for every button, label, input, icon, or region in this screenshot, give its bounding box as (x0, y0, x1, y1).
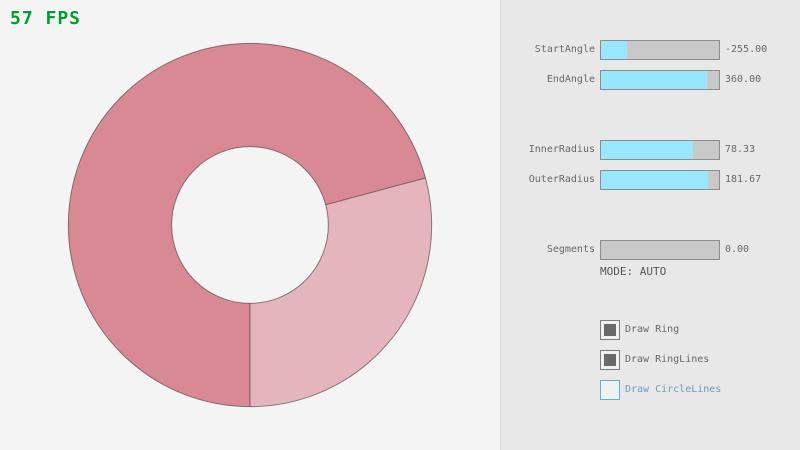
segments-label: Segments (546, 244, 595, 255)
start-angle-slider[interactable] (600, 40, 720, 60)
outer-radius-slider-fill (601, 171, 709, 189)
end-angle-value: 360.00 (725, 74, 762, 85)
draw-circlelines-checkbox-label: Draw CircleLines (625, 384, 722, 395)
draw-ringlines-checkbox-check (604, 354, 616, 366)
draw-ring-checkbox[interactable] (600, 320, 620, 340)
draw-ringlines-checkbox-label: Draw RingLines (625, 354, 710, 365)
segments-slider[interactable] (600, 240, 720, 260)
segments-value: 0.00 (725, 244, 750, 255)
fps-counter: 57 FPS (10, 8, 82, 29)
outer-radius-value: 181.67 (725, 174, 762, 185)
ring-light-region (250, 177, 432, 407)
inner-radius-slider-fill (601, 141, 694, 159)
outer-radius-slider[interactable] (600, 170, 720, 190)
inner-radius-slider[interactable] (600, 140, 720, 160)
start-angle-value: -255.00 (725, 44, 768, 55)
segments-mode-text: MODE: AUTO (600, 265, 667, 278)
outer-radius-label: OuterRadius (528, 174, 595, 185)
start-angle-label: StartAngle (534, 44, 595, 55)
draw-ringlines-checkbox[interactable] (600, 350, 620, 370)
inner-radius-label: InnerRadius (528, 144, 595, 155)
draw-circlelines-checkbox[interactable] (600, 380, 620, 400)
end-angle-slider-fill (601, 71, 708, 89)
draw-ring-checkbox-label: Draw Ring (625, 324, 680, 335)
end-angle-label: EndAngle (546, 74, 595, 85)
draw-ring-checkbox-check (604, 324, 616, 336)
ring-canvas (67, 42, 433, 408)
ring-inner-outline (171, 146, 329, 304)
start-angle-slider-fill (601, 41, 627, 59)
inner-radius-value: 78.33 (725, 144, 756, 155)
ring-outer-outline (67, 42, 433, 408)
ring-start-cap-line (325, 177, 426, 206)
end-angle-slider[interactable] (600, 70, 720, 90)
